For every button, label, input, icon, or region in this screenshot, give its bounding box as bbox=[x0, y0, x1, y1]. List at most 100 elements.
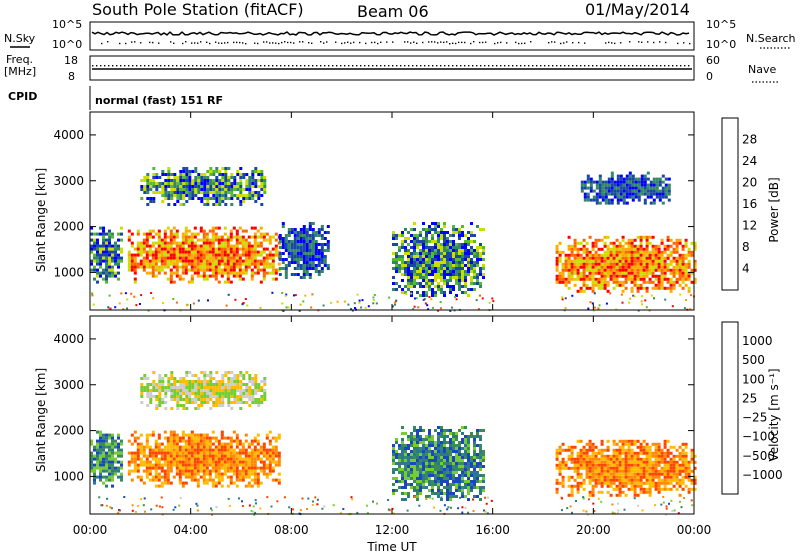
heatmap-cell bbox=[152, 386, 156, 389]
heatmap-cell bbox=[666, 280, 670, 284]
heatmap-cell bbox=[395, 243, 398, 246]
heatmap-cell bbox=[314, 264, 318, 267]
heatmap-cell bbox=[163, 253, 167, 257]
heatmap-cell bbox=[669, 244, 673, 248]
heatmap-cell bbox=[449, 246, 452, 249]
heatmap-cell bbox=[416, 264, 419, 267]
heatmap-cell bbox=[173, 389, 177, 392]
heatmap-cell bbox=[401, 462, 404, 465]
heatmap-cell bbox=[392, 483, 395, 486]
heatmap-cell bbox=[302, 255, 306, 258]
heatmap-cell bbox=[268, 472, 272, 476]
heatmap-cell bbox=[604, 195, 608, 199]
heatmap-cell bbox=[407, 468, 410, 471]
heatmap-cell bbox=[221, 179, 225, 182]
heatmap-cell bbox=[675, 262, 679, 266]
heatmap-cell bbox=[170, 389, 174, 392]
heatmap-cell bbox=[90, 439, 93, 443]
heatmap-cell bbox=[467, 489, 470, 492]
heatmap-cell bbox=[284, 237, 288, 240]
heatmap-cell bbox=[215, 386, 219, 389]
heatmap-cell bbox=[446, 483, 449, 486]
heatmap-cell bbox=[247, 472, 251, 476]
heatmap-cell bbox=[401, 258, 404, 261]
heatmap-cell bbox=[579, 277, 583, 281]
heatmap-cell bbox=[274, 436, 278, 440]
heatmap-cell bbox=[145, 265, 149, 269]
heatmap-cell bbox=[155, 398, 159, 401]
heatmap-cell bbox=[431, 234, 434, 237]
heatmap-cell bbox=[646, 171, 650, 175]
heatmap-cell bbox=[586, 195, 590, 199]
nave-point bbox=[140, 65, 142, 67]
heatmap-cell bbox=[248, 197, 252, 200]
heatmap-cell bbox=[238, 448, 242, 452]
heatmap-cell bbox=[314, 270, 318, 273]
heatmap-cell bbox=[287, 231, 291, 234]
heatmap-cell bbox=[166, 460, 170, 464]
heatmap-cell bbox=[431, 258, 434, 261]
heatmap-cell bbox=[226, 445, 230, 449]
heatmap-cell bbox=[470, 471, 473, 474]
heatmap-cell bbox=[190, 469, 194, 473]
heatmap-cell bbox=[425, 480, 428, 483]
heatmap-cell bbox=[588, 262, 592, 266]
heatmap-cell bbox=[582, 280, 586, 284]
heatmap-cell bbox=[163, 460, 167, 464]
heatmap-cell bbox=[133, 451, 137, 455]
heatmap-cell bbox=[179, 398, 183, 401]
heatmap-cell bbox=[601, 183, 605, 187]
heatmap-cell bbox=[618, 241, 622, 245]
heatmap-cell bbox=[434, 474, 437, 477]
heatmap-cell bbox=[238, 256, 242, 260]
heatmap-cell bbox=[188, 179, 192, 182]
heatmap-cell bbox=[229, 481, 233, 485]
heatmap-cell bbox=[209, 407, 213, 410]
heatmap-cell bbox=[470, 486, 473, 489]
heatmap-cell bbox=[182, 389, 186, 392]
heatmap-cell bbox=[220, 247, 224, 251]
heatmap-cell bbox=[199, 445, 203, 449]
heatmap-cell bbox=[446, 468, 449, 471]
heatmap-cell bbox=[467, 231, 470, 234]
heatmap-cell bbox=[311, 252, 315, 255]
nave-point bbox=[244, 65, 246, 67]
heatmap-cell bbox=[290, 255, 294, 258]
heatmap-cell bbox=[652, 183, 656, 187]
power-ylabel: Slant Range [km] bbox=[34, 168, 48, 272]
heatmap-cell bbox=[96, 253, 99, 257]
heatmap-cell bbox=[473, 486, 476, 489]
heatmap-cell bbox=[220, 466, 224, 470]
heatmap-cell bbox=[660, 250, 664, 254]
heatmap-cell bbox=[302, 246, 306, 249]
heatmap-cell bbox=[615, 244, 619, 248]
heatmap-cell bbox=[250, 469, 254, 473]
heatmap-cell bbox=[226, 436, 230, 440]
heatmap-cell bbox=[226, 454, 230, 458]
heatmap-cell bbox=[470, 288, 473, 291]
heatmap-cell bbox=[152, 380, 156, 383]
heatmap-cell bbox=[482, 456, 485, 459]
heatmap-cell bbox=[199, 268, 203, 272]
heatmap-cell bbox=[446, 264, 449, 267]
heatmap-cell bbox=[651, 280, 655, 284]
heatmap-cell bbox=[256, 454, 260, 458]
heatmap-cell bbox=[404, 264, 407, 267]
heatmap-cell bbox=[618, 283, 622, 287]
heatmap-cell bbox=[170, 374, 174, 377]
heatmap-cell bbox=[102, 448, 105, 452]
heatmap-cell bbox=[667, 183, 671, 187]
heatmap-cell bbox=[404, 453, 407, 456]
heatmap-cell bbox=[425, 255, 428, 258]
heatmap-cell bbox=[296, 255, 300, 258]
heatmap-cell bbox=[185, 185, 189, 188]
heatmap-cell bbox=[184, 457, 188, 461]
heatmap-cell bbox=[604, 183, 608, 187]
heatmap-cell bbox=[221, 191, 225, 194]
heatmap-cell bbox=[422, 258, 425, 261]
heatmap-cell bbox=[163, 235, 167, 239]
heatmap-cell bbox=[136, 451, 140, 455]
heatmap-cell bbox=[431, 462, 434, 465]
heatmap-cell bbox=[404, 291, 407, 294]
heatmap-cell bbox=[127, 259, 131, 263]
